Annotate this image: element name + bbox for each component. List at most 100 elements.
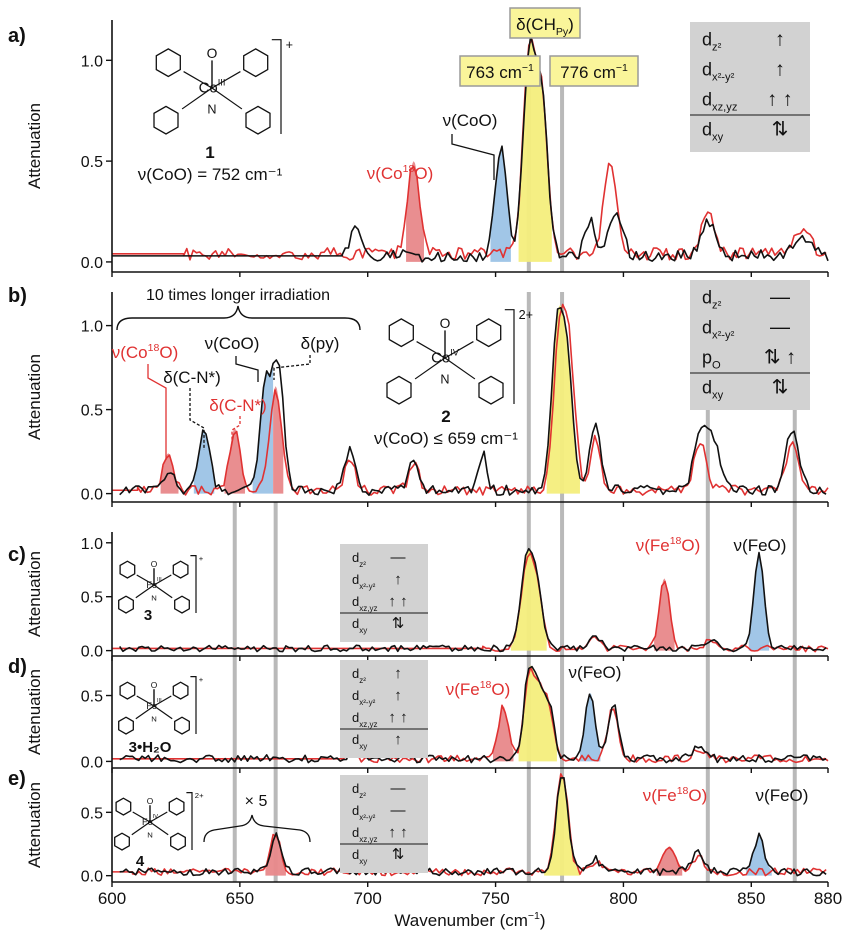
panel-label: b) [8,285,27,307]
orbital-box [340,775,428,873]
leader-line [273,355,311,380]
label-part: Py [556,26,569,38]
y-tick-label: 1.0 [81,536,103,553]
bond [181,87,213,110]
orbital-label: dxy [702,120,724,144]
pyridine-ring [172,681,189,700]
bond [135,705,155,720]
bond [416,341,446,359]
label-part: 18 [677,785,689,797]
label-part: IV [153,814,159,820]
structure-1: O CoIII N + [153,38,293,135]
label-part: III [157,698,162,704]
label-part: x²-y² [359,813,375,822]
x-tick-label: 600 [98,889,126,908]
label-part: d [352,803,359,818]
label-part: d [352,710,359,725]
orbital-occupancy: ↑ [394,571,402,588]
annotation-delta-cn: δ(C-N*) [163,368,221,387]
label-part: xy [359,742,367,751]
peak-fill [654,578,675,651]
label-part: xy [712,390,724,402]
callout-delta-ch-text: δ(CHPy) [516,15,574,38]
charge-label: + [199,675,204,684]
leader-line [451,134,495,180]
charge-bracket [271,39,282,134]
label-part: d [352,572,359,587]
orbital-occupancy: ⇅ [392,846,405,863]
label-part: O) [491,680,510,699]
orbital-label: dx²-y² [702,60,735,84]
label-part: 18 [670,535,682,547]
orbital-label: dxz,yz [352,710,378,729]
orbital-label: pO [702,348,721,372]
label-part: ν(FeO) [756,786,809,805]
x-tick-label: 880 [814,889,842,908]
peak-fill [579,692,601,762]
pyridine-ring [114,832,130,851]
y-tick-label: 0.0 [81,869,103,886]
y-axis-label: Attenuation [25,782,44,868]
bracket-text: 10 times longer irradiation [146,287,330,304]
compound-number: 1 [205,143,214,162]
charge-label: + [199,554,204,563]
oxo-label: O [151,680,158,690]
label-part: xy [359,857,367,866]
label-part: δ(CH [516,15,556,34]
peak-fill [490,149,511,262]
pyridine-ring [118,716,134,735]
orbital-occupancy: — [770,317,790,339]
pyridine-ring [119,681,136,700]
equation-b: ν(CoO) ≤ 659 cm⁻¹ [374,429,518,448]
orbital-diagram-d: dz² ↑dx²-y² ↑dxz,yz ↑ ↑dxy ↑ [340,660,428,758]
label-part: Wavenumber (cm [394,911,528,930]
label-part: ) [568,15,574,34]
orbital-label: dx²-y² [352,572,376,591]
pyridine-ring [243,48,269,78]
label-part: d [352,825,359,840]
bond [136,574,155,586]
annotation-nu-feo: ν(FeO) [756,786,809,805]
label-part: d [352,781,359,796]
series-line-red [112,552,829,653]
label-part: d [352,688,359,703]
bond [131,821,151,836]
label-part: III [218,78,226,88]
pyridine-ring [172,560,189,579]
label-part: ν(CoO) [443,111,498,130]
compound-number: 3•H₂O [129,739,172,756]
bond [211,87,243,110]
pyridine-ring [119,560,136,579]
callout-763 [459,55,541,87]
orbital-label: dx²-y² [702,318,735,342]
label-part: Fe [142,817,153,827]
y-tick-label: 0.5 [81,689,103,706]
annotation-nu-coo: ν(CoO) [205,334,260,353]
label-part: −1 [528,910,540,922]
y-tick-label: 0.0 [81,255,103,272]
x-tick-label: 700 [354,889,382,908]
y-tick-label: 0.0 [81,644,103,661]
amine-label: N [207,102,216,116]
label-part: Co [431,350,450,367]
pyridine-ring [115,797,132,816]
bond [153,574,172,586]
structure-2: O CoIV N 2+ [386,308,533,405]
bond [211,71,241,89]
annotation-nu-fe18o: ν(Fe18O) [446,679,511,699]
orbital-occupancy: ↑ [775,29,785,51]
label-part: O) [688,786,707,805]
x-tick-label: 750 [481,889,509,908]
leader-line [147,364,167,460]
panel-label: a) [8,25,26,47]
pyridine-ring [174,716,190,735]
y-tick-label: 0.5 [81,154,103,171]
orbital-label: dz² [352,550,366,569]
equation-a: ν(CoO) = 752 cm⁻¹ [138,165,283,184]
leader-line [235,356,259,382]
label-part: xz,yz [359,720,377,729]
label-part: ν(Co [112,343,148,362]
label-part: d [352,666,359,681]
panel-b: 0.0 0.5 1.0 Attenuation b) [8,285,829,507]
